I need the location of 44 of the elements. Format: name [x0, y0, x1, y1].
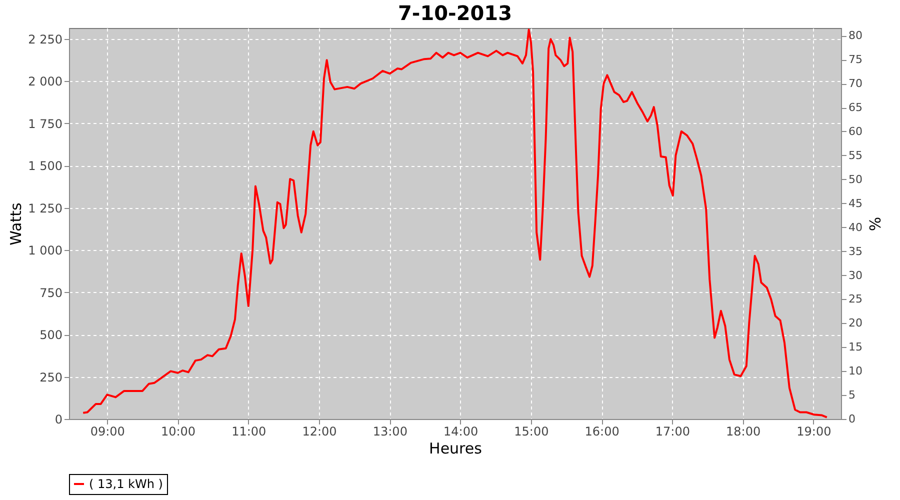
- y2-tick-label: 45: [848, 196, 862, 210]
- y2-tick-label: 25: [848, 292, 862, 306]
- y-tick-label: 0: [54, 412, 62, 426]
- y2-tick-label: 40: [848, 220, 862, 234]
- y-tick-label: 1 250: [28, 201, 62, 216]
- y2-tick-label: 0: [848, 412, 856, 426]
- y-tick-label: 500: [40, 328, 62, 342]
- y-tick-label: 2 250: [28, 32, 62, 46]
- y-tick-label: 1 500: [28, 159, 62, 174]
- y2-tick-label: 20: [848, 316, 862, 330]
- x-tick-label: 13:00: [372, 424, 408, 438]
- x-tick-label: 12:00: [302, 424, 337, 438]
- x-tick-label: 19:00: [796, 424, 832, 438]
- x-tick-label: 11:00: [232, 424, 266, 438]
- y2-tick-label: 75: [848, 53, 862, 66]
- y2-tick-label: 5: [848, 388, 856, 402]
- y2-tick-label: 15: [848, 340, 862, 354]
- x-tick-label: 18:00: [726, 424, 761, 438]
- y2-tick-label: 70: [848, 77, 862, 90]
- y2-axis-title: %: [865, 216, 884, 232]
- x-tick-label: 16:00: [584, 424, 620, 438]
- y2-tick-label: 50: [848, 172, 862, 186]
- y2-tick-label: 60: [848, 125, 862, 138]
- y-axis-title: Watts: [7, 202, 26, 246]
- y2-tick-label: 55: [848, 148, 862, 162]
- y-tick-label: 1 750: [28, 116, 62, 131]
- y2-tick-label: 65: [848, 101, 862, 114]
- chart-title: 7-10-2013: [398, 1, 512, 25]
- y-tick-label: 750: [40, 286, 62, 300]
- y2-tick-label: 35: [848, 244, 862, 258]
- line-series: [82, 28, 828, 418]
- y2-tick-label: 30: [848, 268, 862, 282]
- x-tick-label: 10:00: [160, 424, 196, 438]
- y2-tick-label: 80: [848, 29, 862, 42]
- y2-tick-label: 10: [848, 364, 862, 378]
- x-tick-label: 17:00: [655, 424, 690, 438]
- x-tick-label: 14:00: [444, 424, 478, 438]
- x-tick-label: 09:00: [90, 424, 125, 438]
- y-tick-label: 250: [40, 370, 62, 384]
- legend-label: ( 13,1 kWh ): [89, 477, 163, 491]
- x-axis-title: Heures: [429, 440, 482, 458]
- x-tick-label: 15:00: [514, 424, 549, 438]
- y-tick-label: 1 000: [28, 244, 62, 258]
- y-tick-label: 2 000: [28, 74, 62, 89]
